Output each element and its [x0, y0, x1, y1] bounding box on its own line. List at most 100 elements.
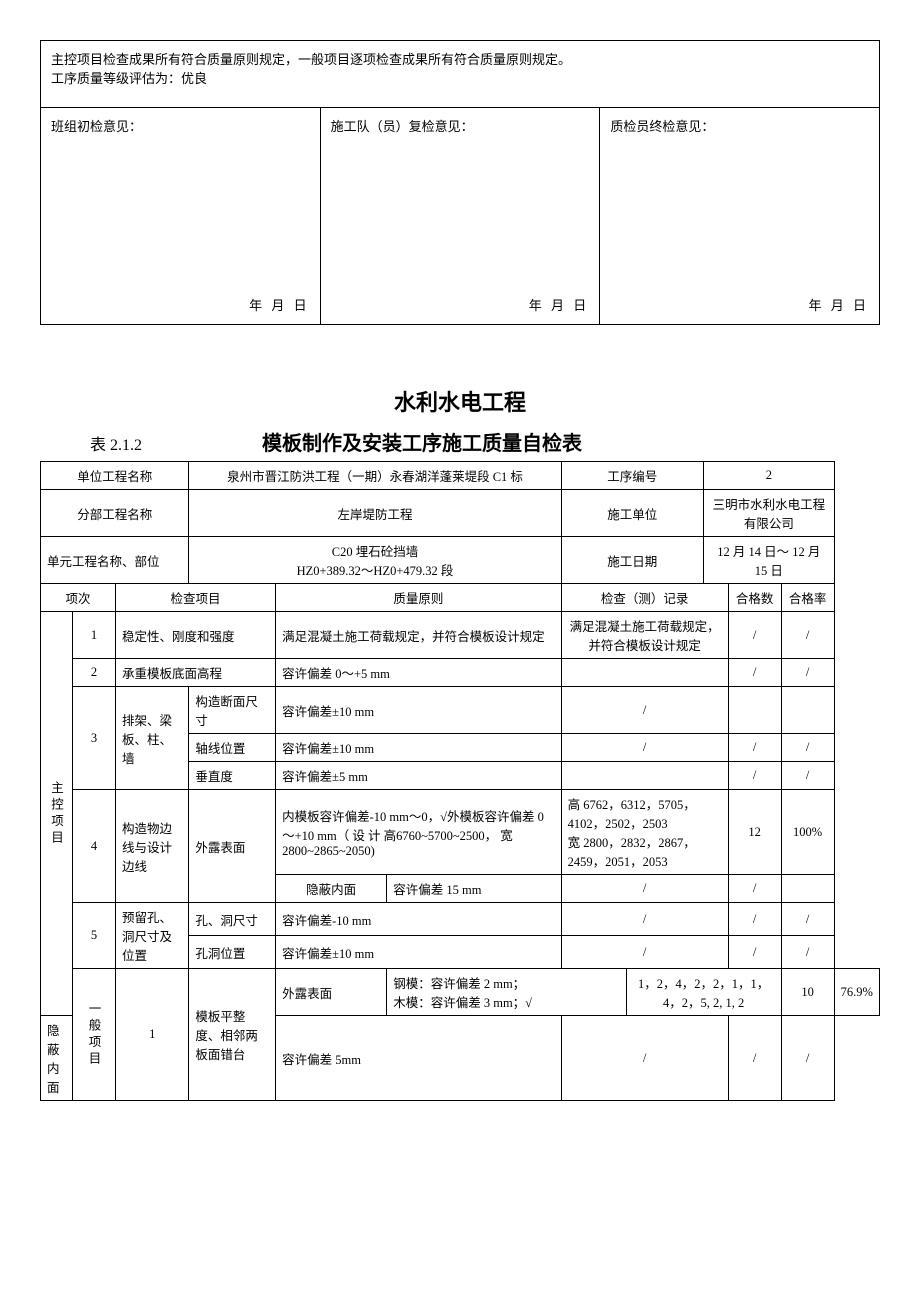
contractor-label: 施工单位 — [561, 490, 703, 537]
r3-sub3-label: 垂直度 — [189, 762, 276, 790]
g1-sub2-std: 容许偏差 5mm — [276, 1016, 561, 1101]
g1-sub1-rate: 76.9% — [834, 969, 879, 1016]
r1-rec: 满足混凝土施工荷载规定，并符合模板设计规定 — [561, 612, 728, 659]
g1-sub2-cnt: / — [728, 1016, 781, 1101]
opinion-cell-1: 班组初检意见： 年 月 日 — [41, 108, 321, 325]
r5-sub1-rec: / — [561, 903, 728, 936]
r5-sub2-cnt: / — [728, 936, 781, 969]
g1-sub1-rec: 1，2，4，2，2，1，1，4，2，5, 2, 1, 2 — [626, 969, 781, 1016]
group-general-label: 一般项目 — [73, 969, 116, 1101]
g1-no: 1 — [116, 969, 189, 1101]
table-title-row: 表 2.1.2 模板制作及安装工序施工质量自检表 — [40, 427, 880, 456]
r3-sub2-label: 轴线位置 — [189, 734, 276, 762]
r4-sub2-rec: / — [561, 875, 728, 903]
r3-sub1-std: 容许偏差±10 mm — [276, 687, 561, 734]
col-check-item: 检查项目 — [116, 584, 276, 612]
r5-sub2-std: 容许偏差±10 mm — [276, 936, 561, 969]
r1-std: 满足混凝土施工荷载规定，并符合模板设计规定 — [276, 612, 561, 659]
date-label: 施工日期 — [561, 537, 703, 584]
r5-sub1-rate: / — [781, 903, 834, 936]
r2-item: 承重模板底面高程 — [116, 659, 276, 687]
group-main-label: 主控项目 — [41, 612, 73, 1016]
table-number: 表 2.1.2 — [90, 431, 142, 455]
unit-name-value: 泉州市晋江防洪工程（一期）永春湖洋蓬莱堤段 C1 标 — [189, 462, 561, 490]
element-value: C20 埋石砼挡墙 HZ0+389.32～HZ0+479.32 段 — [189, 537, 561, 584]
table-title: 模板制作及安装工序施工质量自检表 — [262, 427, 582, 456]
r3-item: 排架、梁板、柱、墙 — [116, 687, 189, 790]
r5-sub2-label: 孔洞位置 — [189, 936, 276, 969]
opinion-label-3: 质检员终检意见： — [610, 116, 869, 135]
sub-name-value: 左岸堤防工程 — [189, 490, 561, 537]
r3-sub3-rec — [561, 762, 728, 790]
r1-item: 稳定性、刚度和强度 — [116, 612, 276, 659]
inspection-table: 单位工程名称 泉州市晋江防洪工程（一期）永春湖洋蓬莱堤段 C1 标 工序编号 2… — [40, 461, 880, 1101]
r4-sub1-rec: 高 6762，6312，5705，4102，2502，2503 宽 2800，2… — [561, 790, 728, 875]
r5-item: 预留孔、洞尺寸及位置 — [116, 903, 189, 969]
date-stub-3: 年 月 日 — [808, 295, 869, 314]
r3-sub1-label: 构造断面尺寸 — [189, 687, 276, 734]
g1-item: 模板平整度、相邻两板面错台 — [189, 969, 276, 1101]
r3-sub3-rate: / — [781, 762, 834, 790]
r5-sub2-rec: / — [561, 936, 728, 969]
r4-sub2-rate — [781, 875, 834, 903]
proc-no-value: 2 — [704, 462, 835, 490]
r5-no: 5 — [73, 903, 116, 969]
sub-name-label: 分部工程名称 — [41, 490, 189, 537]
r3-sub2-rec: / — [561, 734, 728, 762]
opinion-cell-3: 质检员终检意见： 年 月 日 — [600, 108, 880, 325]
r3-sub1-cnt — [728, 687, 781, 734]
r4-sub1-std: 内模板容许偏差-10 mm～0，√外模板容许偏差 0～+10 mm（ 设 计 高… — [276, 790, 561, 875]
r3-no: 3 — [73, 687, 116, 790]
r2-cnt: / — [728, 659, 781, 687]
r4-sub2-std: 容许偏差 15 mm — [387, 875, 561, 903]
conclusion-cell: 主控项目检查成果所有符合质量原则规定，一般项目逐项检查成果所有符合质量原则规定。… — [41, 41, 880, 108]
r2-rate: / — [781, 659, 834, 687]
col-pass-rate: 合格率 — [781, 584, 834, 612]
r5-sub1-cnt: / — [728, 903, 781, 936]
g1-sub1-label: 外露表面 — [276, 969, 387, 1016]
conclusion-line-2: 工序质量等级评估为：优良 — [51, 68, 869, 87]
r3-sub1-rec: / — [561, 687, 728, 734]
r3-sub3-cnt: / — [728, 762, 781, 790]
opinion-cell-2: 施工队（员）复检意见： 年 月 日 — [320, 108, 600, 325]
conclusion-opinion-table: 主控项目检查成果所有符合质量原则规定，一般项目逐项检查成果所有符合质量原则规定。… — [40, 40, 880, 325]
r3-sub3-std: 容许偏差±5 mm — [276, 762, 561, 790]
page-heading: 水利水电工程 — [40, 385, 880, 417]
r4-item: 构造物边线与设计边线 — [116, 790, 189, 903]
r1-no: 1 — [73, 612, 116, 659]
r4-sub1-rate: 100% — [781, 790, 834, 875]
opinion-label-2: 施工队（员）复检意见： — [331, 116, 590, 135]
r2-std: 容许偏差 0～+5 mm — [276, 659, 561, 687]
r3-sub2-rate: / — [781, 734, 834, 762]
opinion-label-1: 班组初检意见： — [51, 116, 310, 135]
col-quality-std: 质量原则 — [276, 584, 561, 612]
r3-sub1-rate — [781, 687, 834, 734]
r4-sub1-cnt: 12 — [728, 790, 781, 875]
g1-sub2-label: 隐蔽内面 — [41, 1016, 73, 1101]
date-value: 12 月 14 日～ 12 月 15 日 — [704, 537, 835, 584]
r1-rate: / — [781, 612, 834, 659]
r4-sub1-label: 外露表面 — [189, 790, 276, 903]
date-stub-2: 年 月 日 — [529, 295, 590, 314]
r4-no: 4 — [73, 790, 116, 903]
r5-sub1-label: 孔、洞尺寸 — [189, 903, 276, 936]
col-pass-count: 合格数 — [728, 584, 781, 612]
g1-sub1-std: 钢模：容许偏差 2 mm； 木模：容许偏差 3 mm；√ — [387, 969, 626, 1016]
g1-sub2-rec: / — [561, 1016, 728, 1101]
r2-no: 2 — [73, 659, 116, 687]
r4-sub2-cnt: / — [728, 875, 781, 903]
r3-sub2-cnt: / — [728, 734, 781, 762]
proc-no-label: 工序编号 — [561, 462, 703, 490]
element-label: 单元工程名称、部位 — [41, 537, 189, 584]
r5-sub2-rate: / — [781, 936, 834, 969]
col-seq: 项次 — [41, 584, 116, 612]
conclusion-line-1: 主控项目检查成果所有符合质量原则规定，一般项目逐项检查成果所有符合质量原则规定。 — [51, 49, 869, 68]
g1-sub2-rate: / — [781, 1016, 834, 1101]
r5-sub1-std: 容许偏差-10 mm — [276, 903, 561, 936]
r2-rec — [561, 659, 728, 687]
col-record: 检查（测）记录 — [561, 584, 728, 612]
r3-sub2-std: 容许偏差±10 mm — [276, 734, 561, 762]
date-stub-1: 年 月 日 — [249, 295, 310, 314]
g1-sub1-cnt: 10 — [781, 969, 834, 1016]
contractor-value: 三明市水利水电工程有限公司 — [704, 490, 835, 537]
